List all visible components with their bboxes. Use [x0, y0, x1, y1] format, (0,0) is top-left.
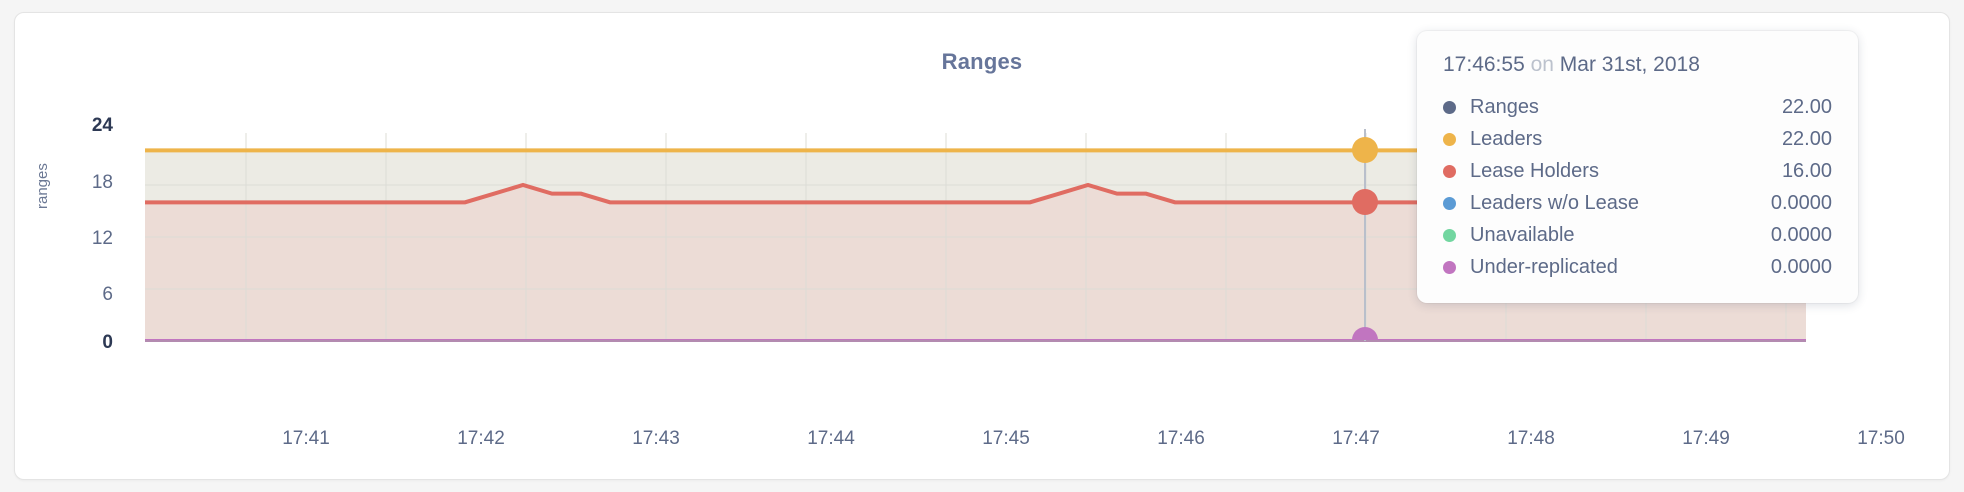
x-tick-5: 17:46	[1157, 428, 1205, 449]
x-tick-6: 17:47	[1332, 428, 1380, 449]
hover-marker-under-replicated	[1352, 327, 1378, 340]
y-axis-title: ranges	[34, 163, 51, 209]
tooltip-on-word: on	[1530, 53, 1554, 76]
series-color-dot-icon	[1443, 132, 1456, 146]
plot-area[interactable]	[145, 133, 1806, 341]
tooltip-rows: Ranges 22.00 Leaders 22.00 Lease Holders 16.0…	[1443, 91, 1832, 283]
tooltip-row: Ranges 22.00	[1443, 91, 1832, 123]
hover-tooltip: 17:46:55 on Mar 31st, 2018 Ranges 22.00 Le…	[1417, 31, 1858, 303]
x-tick-8: 17:49	[1682, 428, 1730, 449]
tooltip-time: 17:46:55	[1443, 53, 1525, 76]
plot-svg	[145, 133, 1806, 341]
series-color-dot-icon	[1443, 196, 1456, 210]
tooltip-series-label: Leaders w/o Lease	[1470, 191, 1640, 214]
y-tick-6: 6	[102, 284, 113, 305]
x-tick-4: 17:45	[982, 428, 1030, 449]
x-tick-2: 17:43	[632, 428, 680, 449]
x-axis-line	[145, 340, 1806, 342]
tooltip-series-label: Lease Holders	[1470, 159, 1599, 182]
tooltip-row: Lease Holders 16.00	[1443, 155, 1832, 187]
grid-lines-vertical	[245, 133, 1787, 341]
tooltip-series-label: Under-replicated	[1470, 255, 1618, 278]
tooltip-row: Unavailable 0.0000	[1443, 219, 1832, 251]
tooltip-series-value: 0.0000	[1770, 255, 1832, 278]
chart-card: Ranges 24 18 12 6 0 ranges	[14, 12, 1950, 480]
tooltip-row: Under-replicated 0.0000	[1443, 251, 1832, 283]
tooltip-row: Leaders w/o Lease 0.0000	[1443, 187, 1832, 219]
hover-marker-lease-holders	[1352, 189, 1378, 215]
area-bands	[145, 150, 1806, 341]
tooltip-series-value: 22.00	[1781, 95, 1832, 118]
y-tick-24: 24	[91, 115, 113, 136]
y-tick-18: 18	[91, 172, 113, 193]
series-line-lease-holders	[145, 182, 1806, 205]
y-tick-12: 12	[91, 228, 113, 249]
series-color-dot-icon	[1443, 260, 1456, 274]
x-tick-7: 17:48	[1507, 428, 1555, 449]
series-color-dot-icon	[1443, 164, 1456, 178]
tooltip-row: Leaders 22.00	[1443, 123, 1832, 155]
x-tick-9: 17:50	[1857, 428, 1905, 449]
x-tick-0: 17:41	[282, 428, 330, 449]
tooltip-series-label: Ranges	[1470, 95, 1539, 118]
y-tick-0: 0	[102, 332, 113, 353]
x-tick-3: 17:44	[807, 428, 855, 449]
series-color-dot-icon	[1443, 100, 1456, 114]
tooltip-date: Mar 31st, 2018	[1559, 53, 1700, 76]
hover-cursor-line	[1364, 129, 1366, 341]
tooltip-series-label: Unavailable	[1470, 223, 1575, 246]
tooltip-series-label: Leaders	[1470, 127, 1543, 150]
tooltip-timestamp: 17:46:55 on Mar 31st, 2018	[1443, 53, 1832, 77]
x-tick-1: 17:42	[457, 428, 505, 449]
tooltip-series-value: 16.00	[1781, 159, 1832, 182]
tooltip-series-value: 0.0000	[1770, 191, 1832, 214]
series-color-dot-icon	[1443, 228, 1456, 242]
tooltip-series-value: 0.0000	[1770, 223, 1832, 246]
hover-marker-leaders	[1352, 137, 1378, 163]
tooltip-series-value: 22.00	[1781, 127, 1832, 150]
page-title: Ranges	[941, 49, 1023, 74]
